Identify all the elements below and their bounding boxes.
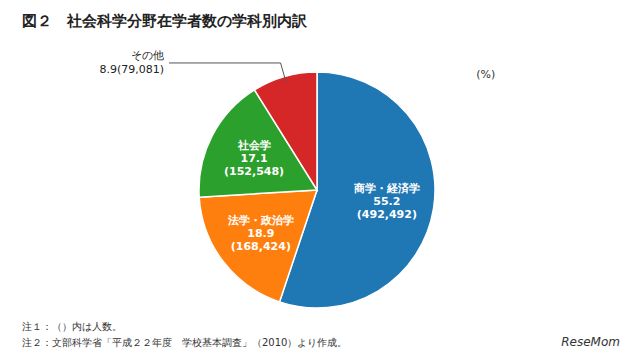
data-label: 商学・経済学55.2(492,492) <box>353 182 420 221</box>
data-label-line: (492,492) <box>357 208 417 221</box>
data-label: 社会学17.1(152,548) <box>224 139 284 178</box>
chart-svg: 図２ 社会科学分野在学者数の学科別内訳商学・経済学55.2(492,492) 法学… <box>0 0 634 357</box>
note: 注２：文部科学省「平成２２年度 学校基本調査」（2010）より作成。 <box>22 337 347 348</box>
pie <box>199 72 435 308</box>
data-label: 8.9(79,081) <box>99 63 164 76</box>
data-label-value: 8.9 <box>99 63 117 76</box>
data-label: 法学・政治学18.9(168,424) <box>227 214 294 253</box>
title: 図２ 社会科学分野在学者数の学科別内訳 <box>22 12 308 30</box>
data-label-line: (168,424) <box>231 240 291 253</box>
unit-label: (%) <box>476 68 495 81</box>
data-label-line: 法学・政治学 <box>227 214 294 227</box>
note: 注１：（）内は人数。 <box>22 321 122 332</box>
slice <box>199 190 317 302</box>
data-label-count: (79,081) <box>117 63 164 76</box>
logo-text: ReseMom <box>561 335 620 349</box>
leader-line <box>169 63 286 82</box>
data-label: その他 <box>131 49 164 62</box>
data-label-line: 社会学 <box>237 139 271 152</box>
data-label-line: 18.9 <box>247 227 274 240</box>
data-label-line: 55.2 <box>373 195 400 208</box>
data-label-line: その他 <box>131 49 164 62</box>
data-label-line: 商学・経済学 <box>353 182 420 195</box>
data-label-line: (152,548) <box>224 165 284 178</box>
data-label-line: 17.1 <box>240 152 267 165</box>
slice-labels: 商学・経済学55.2(492,492) 法学・政治学18.9(168,424) 社会… <box>99 49 419 253</box>
